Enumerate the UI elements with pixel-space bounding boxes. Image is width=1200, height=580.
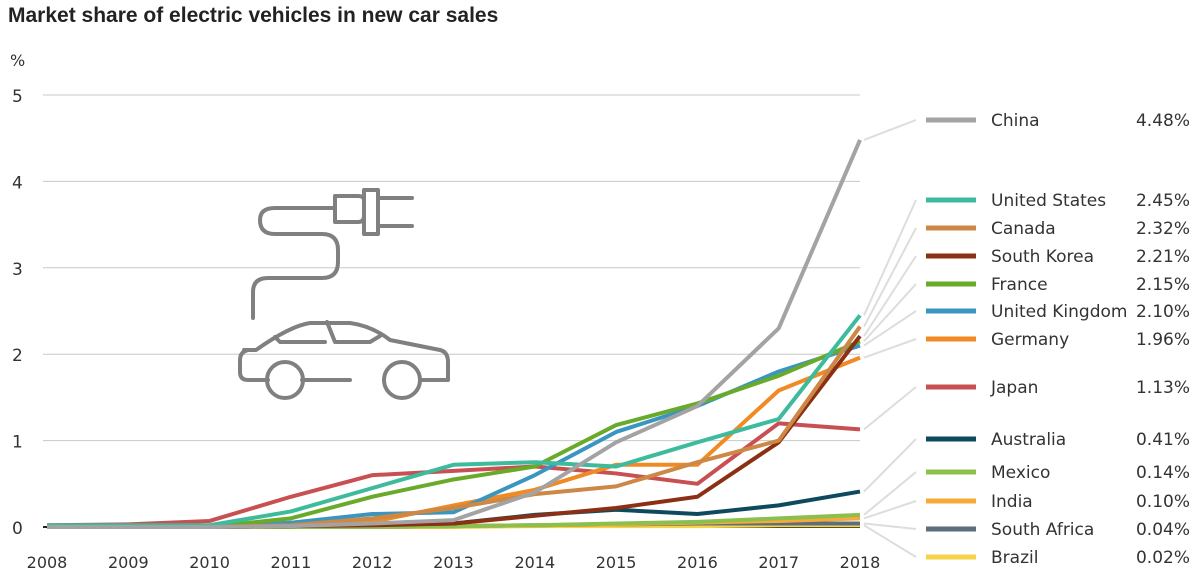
leader-line — [863, 283, 917, 342]
y-tick-label: 1 — [12, 433, 23, 453]
legend-label: South Korea — [991, 247, 1094, 267]
x-tick-label: 2014 — [514, 553, 555, 572]
y-axis-label: % — [10, 51, 25, 70]
legend-label: India — [991, 492, 1033, 512]
x-tick-label: 2011 — [271, 553, 312, 572]
leader-line — [863, 338, 917, 359]
legend-label: Japan — [990, 378, 1038, 398]
legend-label: United Kingdom — [991, 302, 1127, 322]
y-tick-label: 5 — [12, 87, 23, 107]
legend-label: Brazil — [991, 548, 1038, 568]
data-label: 2.15% — [1136, 275, 1190, 295]
leader-line — [863, 199, 917, 316]
leader-line — [863, 310, 917, 347]
leader-line — [863, 471, 917, 516]
legend-label: South Africa — [991, 520, 1094, 540]
series-line-united-kingdom — [47, 343, 861, 529]
legend-label: China — [991, 111, 1040, 131]
legend-label: Canada — [991, 219, 1056, 239]
data-label: 2.10% — [1136, 302, 1190, 322]
x-tick-label: 2018 — [840, 553, 881, 572]
data-label: 0.41% — [1136, 430, 1190, 450]
leader-line — [863, 386, 917, 431]
y-tick-label: 4 — [12, 173, 23, 193]
y-tick-label: 0 — [12, 519, 23, 539]
y-tick-label: 2 — [12, 346, 23, 366]
series-line-japan — [46, 421, 861, 528]
data-label: 1.96% — [1136, 330, 1190, 350]
data-label: 2.45% — [1136, 191, 1190, 211]
data-label: 2.21% — [1136, 247, 1190, 267]
ev-plug-car-icon — [238, 188, 450, 400]
data-label: 0.02% — [1136, 548, 1190, 568]
x-tick-label: 2015 — [596, 553, 637, 572]
x-tick-label: 2010 — [189, 553, 230, 572]
y-tick-label: 3 — [12, 260, 23, 280]
leader-line — [863, 500, 917, 520]
series-line-united-states — [47, 314, 862, 528]
data-label: 0.04% — [1136, 520, 1190, 540]
leader-line — [863, 119, 917, 141]
legend-label: Germany — [991, 330, 1069, 350]
chart-title: Market share of electric vehicles in new… — [8, 4, 499, 27]
legend-label: Australia — [991, 430, 1066, 450]
x-tick-label: 2016 — [677, 553, 718, 572]
legend-label: Mexico — [991, 463, 1050, 483]
leader-line — [863, 227, 917, 328]
data-label: 0.10% — [1136, 492, 1190, 512]
x-tick-label: 2017 — [758, 553, 799, 572]
x-tick-label: 2013 — [433, 553, 474, 572]
x-tick-label: 2009 — [108, 553, 149, 572]
leader-line — [863, 522, 917, 530]
leader-line — [863, 438, 917, 493]
series-line-germany — [47, 355, 861, 529]
leader-line — [863, 255, 917, 337]
legend-label: France — [991, 275, 1048, 295]
data-label: 2.32% — [1136, 219, 1190, 239]
legend-label: United States — [991, 191, 1106, 211]
x-tick-label: 2008 — [27, 553, 68, 572]
data-label: 0.14% — [1136, 463, 1190, 483]
x-tick-label: 2012 — [352, 553, 393, 572]
data-label: 1.13% — [1136, 378, 1190, 398]
data-label: 4.48% — [1136, 111, 1190, 131]
leader-line — [863, 524, 917, 558]
series-line-china — [47, 139, 862, 529]
